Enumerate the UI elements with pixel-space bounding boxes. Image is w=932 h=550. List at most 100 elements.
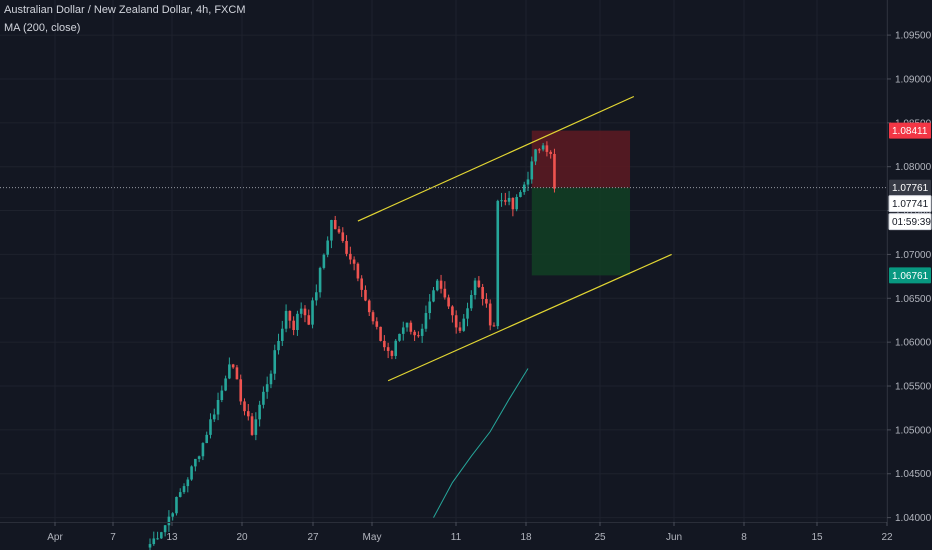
candle-body [553,153,556,189]
candle-body [394,340,397,356]
candle [216,392,220,421]
candle-body [466,308,469,319]
candle [394,339,397,360]
candle-body [541,145,545,150]
candle [178,488,182,498]
price-tick-label: 1.09000 [895,74,932,85]
candle-body [447,297,450,307]
candle [534,148,537,166]
candle-body [371,312,375,322]
position-zones [531,130,631,276]
price-tick-label: 1.08000 [895,162,932,173]
candle [477,276,481,288]
candle [265,376,269,399]
candle-body [194,458,197,467]
candle-body [485,298,488,304]
candle [545,141,549,157]
candle [553,148,556,193]
candle [345,235,348,257]
candle-body [504,200,507,202]
candle [447,294,450,309]
candle [458,321,462,334]
candle [470,290,473,311]
candle-body [364,289,367,301]
candle-body [277,340,280,351]
take-profit-badge-label: 1.06761 [892,271,929,282]
candle [435,278,439,292]
time-tick-label: 13 [166,532,178,543]
time-tick-label: 11 [451,532,462,543]
candle [262,386,265,409]
candle-body [269,373,273,385]
candle [235,364,239,380]
candle-body [220,390,224,401]
candle-body [496,200,500,327]
time-tick-label: 22 [881,532,893,543]
candle-body [352,259,356,264]
time-tick-label: Apr [47,532,63,543]
candle [424,305,428,332]
candle-body [284,310,288,329]
candle [367,299,371,317]
candle-body [435,280,439,291]
candle [186,477,190,493]
candle-body [250,416,254,435]
candle-body [511,197,515,210]
candle [239,374,243,405]
countdown-badge: 01:59:39 [888,213,932,231]
time-tick-label: 27 [307,532,319,543]
candle-body [292,320,295,331]
candle [163,525,167,537]
candle-body [405,322,409,328]
candle [420,323,424,343]
candle [356,262,360,282]
candle-body [477,280,481,288]
candle [148,538,152,550]
candle-body [258,404,261,420]
price-tick-label: 1.05500 [895,382,932,393]
candle [428,294,432,320]
current-price-badge-bg [888,195,932,213]
indicator-legend[interactable]: MA (200, close) [4,22,81,34]
candle-body [303,308,307,316]
candle-body [216,400,220,415]
candle-body [333,219,337,230]
candle [519,190,522,198]
candle-body [443,288,447,298]
candle-body [341,232,345,241]
candle [269,370,273,389]
candle [511,197,515,217]
time-axis: Apr 7 13 20 27 May 11 18 25 Jun 8 15 22 [0,522,893,543]
candle [160,531,163,539]
candle [454,310,458,334]
time-tick-label: 8 [741,532,747,543]
candle-body [379,326,382,341]
candle-body [390,350,394,356]
candle-body [265,384,269,392]
candlestick-series [148,141,556,550]
time-tick-label: 18 [520,532,532,543]
candle [228,357,231,380]
candle-body [318,267,322,293]
candle-body [254,419,258,435]
candle-body [205,434,208,444]
candle [299,302,303,318]
candle [398,333,401,342]
candle [488,299,492,331]
candle [326,236,329,258]
candle [492,322,496,327]
candle-body [186,479,190,487]
time-tick-label: 15 [811,532,823,543]
candle-body [243,401,246,412]
candle-body [383,340,386,348]
candle-body [515,196,518,210]
candle [197,455,201,463]
candle-body [538,149,541,151]
candle [401,321,405,341]
candle [273,344,277,380]
candle [296,310,299,336]
candle [311,297,314,329]
candle [337,226,341,234]
candle [507,191,511,206]
